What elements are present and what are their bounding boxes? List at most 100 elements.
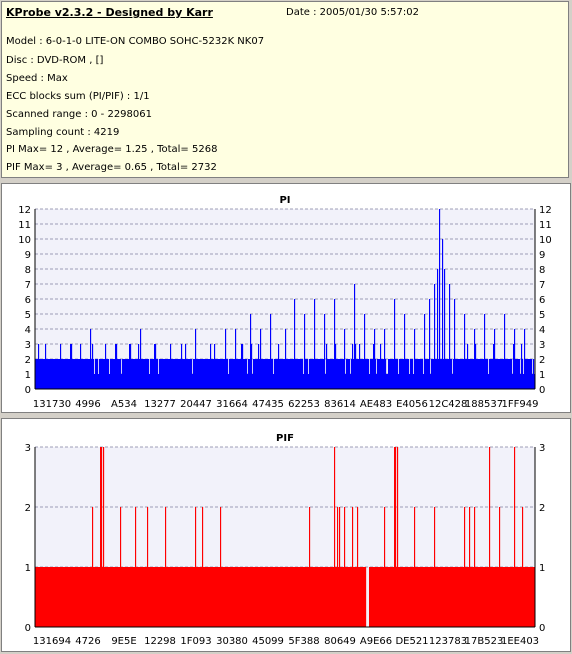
pif-bar [253, 567, 255, 627]
pi-bar [243, 359, 245, 389]
pi-bar [76, 359, 78, 389]
pif-bar [529, 567, 531, 627]
pi-bar [74, 359, 76, 389]
pif-xtick-label: 4726 [75, 636, 100, 647]
pif-bar [117, 567, 119, 627]
pi-bar [352, 344, 354, 389]
pi-bar [105, 344, 107, 389]
pi-bar [459, 359, 461, 389]
pif-bar [103, 447, 105, 627]
pif-bar [488, 567, 490, 627]
pi-bar [519, 359, 521, 389]
pif-bar [87, 567, 89, 627]
pif-bar [455, 567, 457, 627]
pif-bar [61, 567, 63, 627]
pif-bar [435, 567, 437, 627]
pi-bar [225, 329, 227, 389]
pi-bar [154, 344, 156, 389]
pif-bar [391, 567, 393, 627]
pi-bar [322, 359, 324, 389]
pi-bar [342, 359, 344, 389]
pif-bar [134, 567, 136, 627]
pi-bar [125, 359, 127, 389]
pif-bar [143, 567, 145, 627]
pi-bar [145, 359, 147, 389]
pif-bar [394, 447, 396, 627]
pi-bar [309, 359, 311, 389]
pi-bar [305, 359, 307, 389]
pif-bar [401, 567, 403, 627]
pif-bar [510, 567, 512, 627]
pif-bar [448, 567, 450, 627]
pi-bar [531, 359, 533, 389]
pif-bar [521, 567, 523, 627]
pif-bar [461, 567, 463, 627]
pi-bar [73, 359, 75, 389]
pif-bar [453, 567, 455, 627]
pif-chart: PIF 0 0 1 1 2 2 3 3 131694 4726 9E5E 12298 1F093 30380… [25, 433, 546, 647]
pif-bar [58, 567, 60, 627]
pi-bar [128, 359, 130, 389]
pi-bar [286, 359, 288, 389]
pif-bar [109, 567, 111, 627]
pif-bar [438, 567, 440, 627]
pi-bar [508, 359, 510, 389]
pi-bar [515, 359, 517, 389]
pi-bar [315, 359, 317, 389]
pif-bar [115, 567, 117, 627]
pif-xtick-label: DE521 [395, 636, 428, 647]
pi-ytick-left: 3 [25, 340, 31, 351]
pi-bar [457, 359, 459, 389]
pi-bar [248, 359, 250, 389]
pi-ytick-left: 4 [25, 325, 31, 336]
pif-bar [300, 567, 302, 627]
pif-bar [152, 567, 154, 627]
pi-bar [193, 359, 195, 389]
pi-xtick-label: AE483 [360, 399, 392, 410]
pif-bar [431, 567, 433, 627]
pi-bar [46, 359, 48, 389]
pi-bar [124, 359, 126, 389]
pif-bar [526, 567, 528, 627]
pi-bar [268, 359, 270, 389]
pi-bar [499, 359, 501, 389]
pi-bar [56, 359, 58, 389]
pif-bar [528, 567, 530, 627]
pif-bar [45, 567, 47, 627]
pif-bar [159, 567, 161, 627]
pif-bar [410, 567, 412, 627]
pif-bar [295, 567, 297, 627]
pif-bar [168, 567, 170, 627]
pi-bar [287, 359, 289, 389]
pi-bar [209, 359, 211, 389]
pi-bar [299, 359, 301, 389]
pi-bar [141, 359, 143, 389]
pi-bar [353, 359, 355, 389]
pi-bar [227, 359, 229, 389]
pif-bar [55, 567, 57, 627]
pi-bar [387, 374, 389, 389]
pi-bar [397, 359, 399, 389]
pif-bar [437, 567, 439, 627]
pi-bar [51, 359, 53, 389]
pif-bar [207, 567, 209, 627]
pi-ytick-right: 5 [539, 310, 545, 321]
pi-bar [184, 359, 186, 389]
pi-bar [475, 344, 477, 389]
pif-bar [310, 567, 312, 627]
pi-bar [157, 359, 159, 389]
pif-bar [52, 567, 54, 627]
pif-bar [74, 567, 76, 627]
pi-bar [42, 359, 44, 389]
pi-ytick-right: 11 [539, 220, 552, 231]
pi-bar [501, 359, 503, 389]
pif-bar [322, 567, 324, 627]
pi-bar [372, 359, 374, 389]
pif-bar [63, 567, 65, 627]
pi-bar [518, 359, 520, 389]
pif-bar [92, 507, 94, 627]
pif-bar [71, 567, 73, 627]
pif-bar [348, 567, 350, 627]
pi-bar [280, 359, 282, 389]
pi-bar [529, 359, 531, 389]
